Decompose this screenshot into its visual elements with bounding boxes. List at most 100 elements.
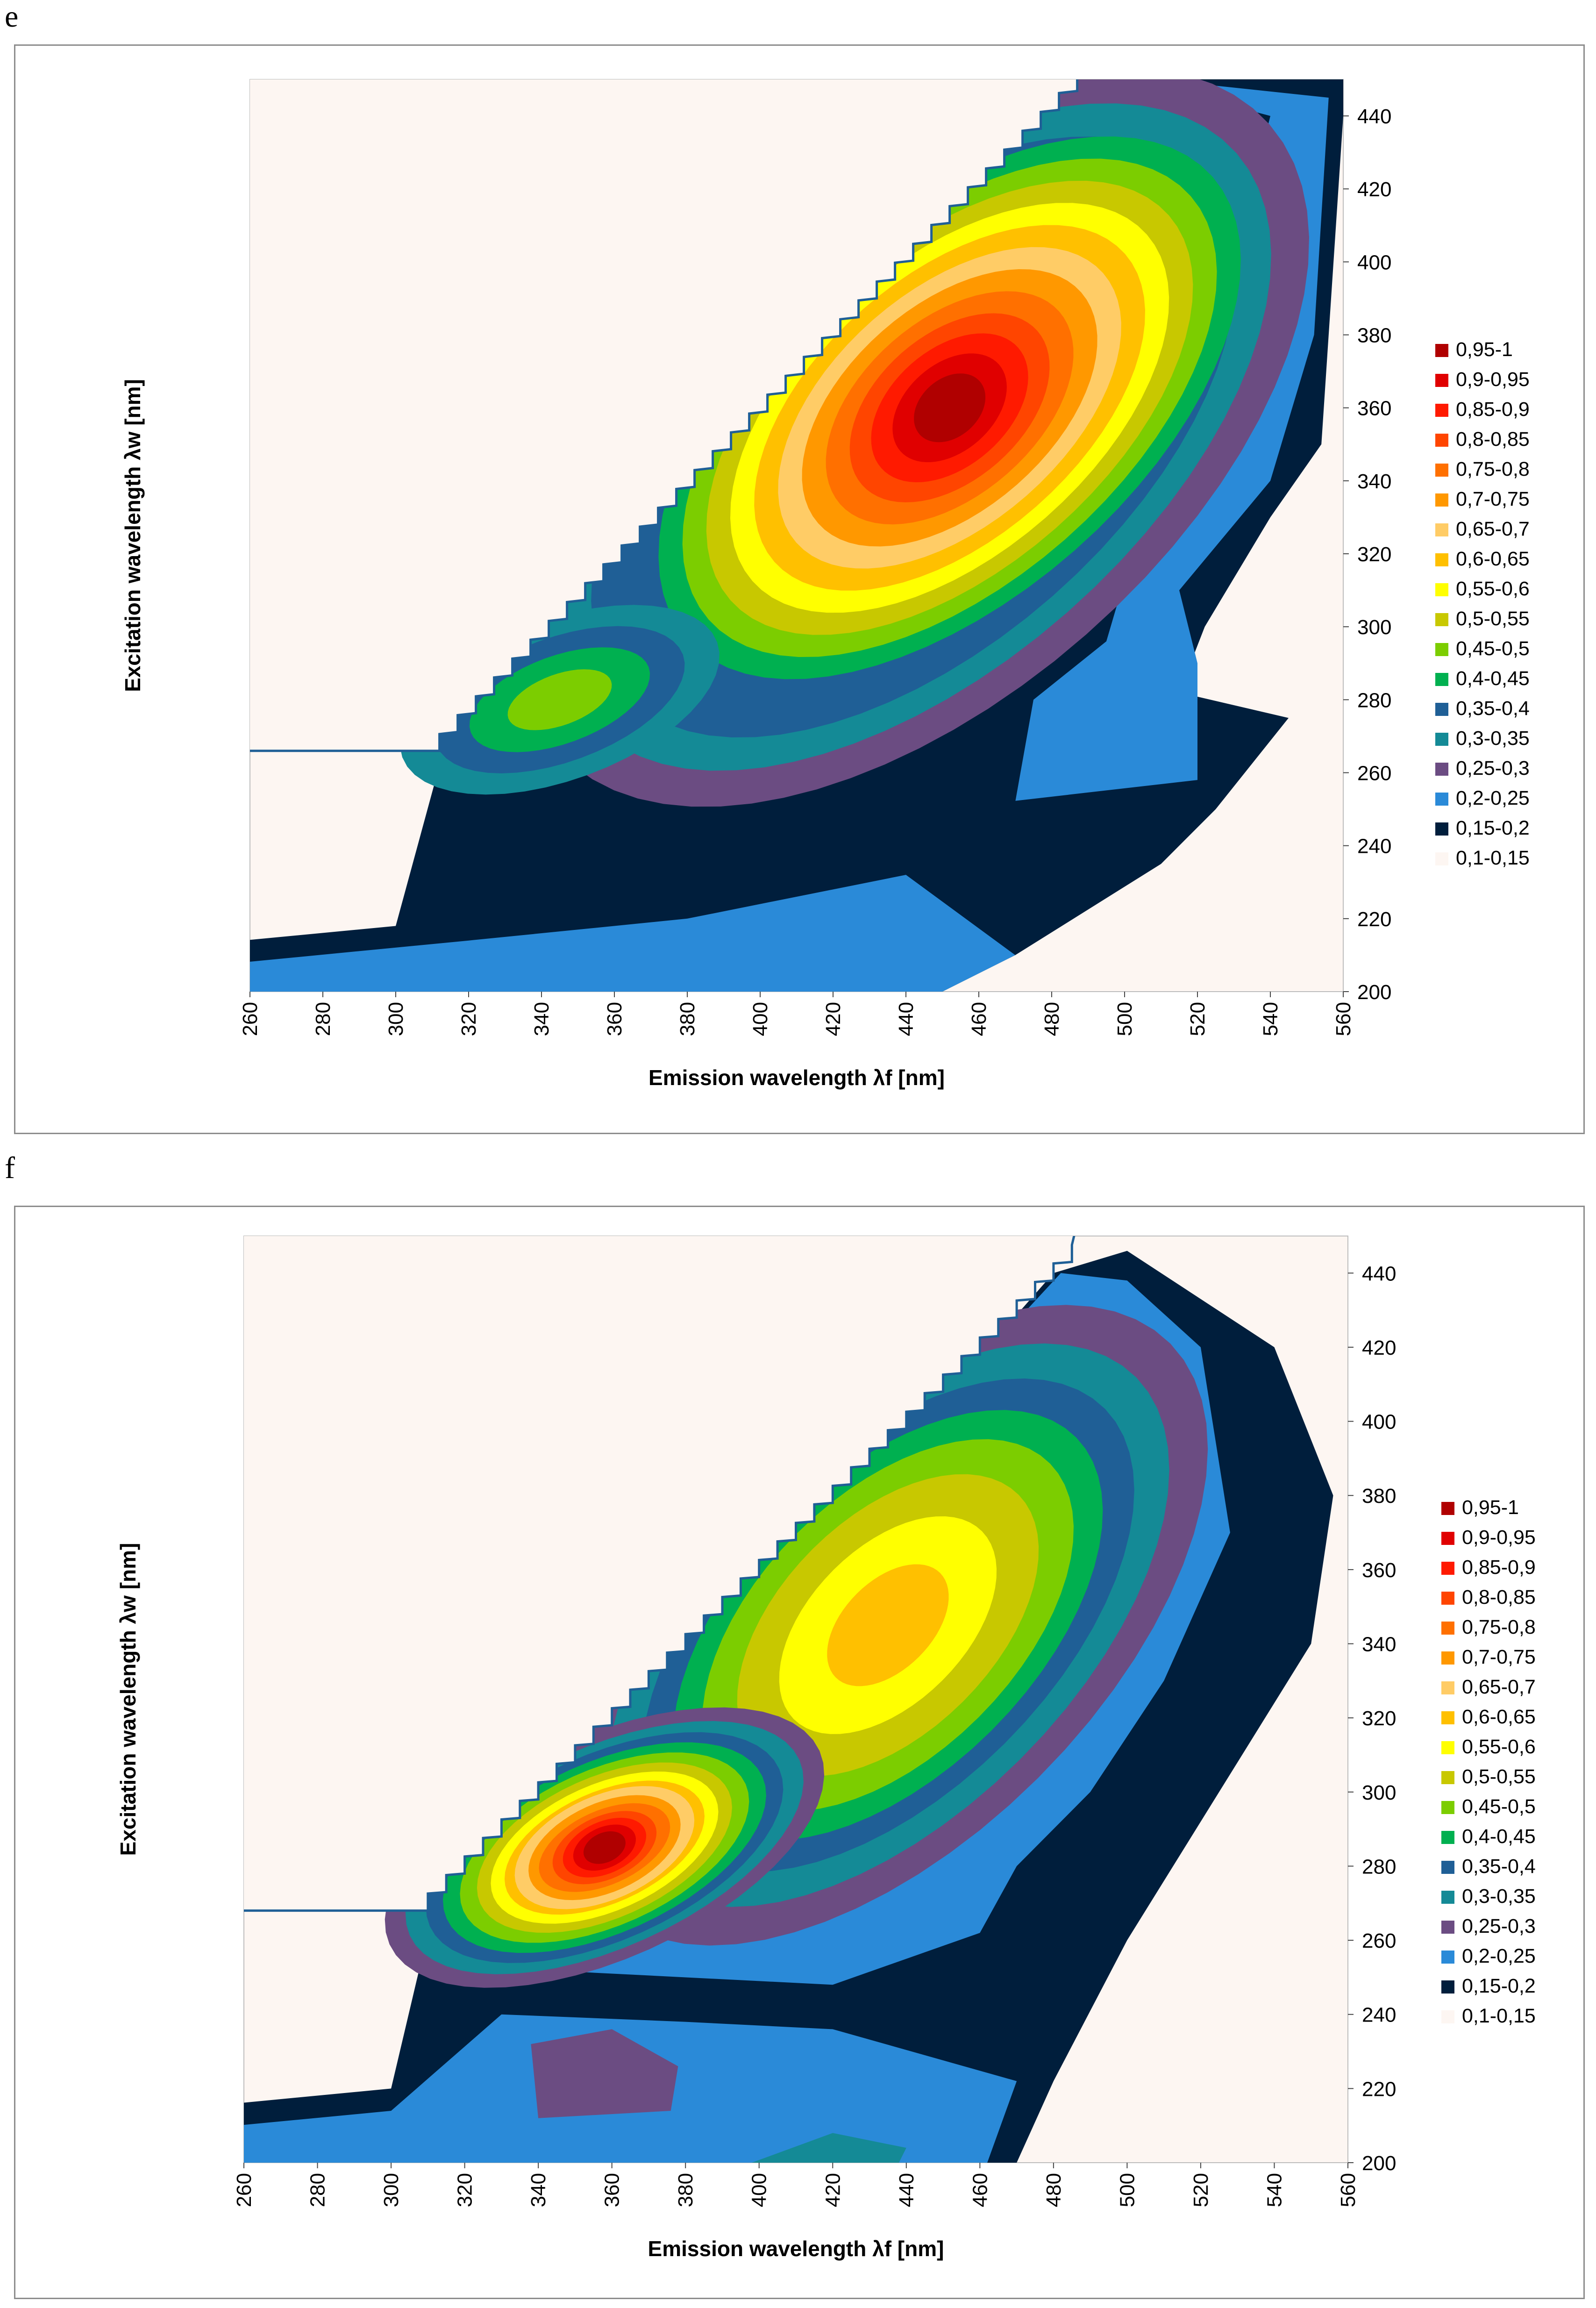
contour-0,25-0,3 — [531, 2029, 678, 2118]
x-tick-label: 560 — [1337, 2173, 1360, 2207]
legend-swatch — [1435, 464, 1448, 477]
x-tick-label: 340 — [527, 2173, 550, 2207]
x-axis-title: Emission wavelength λf [nm] — [648, 2237, 944, 2261]
panel-f-letter: f — [5, 1151, 15, 1185]
legend-label: 0,75-0,8 — [1462, 1616, 1536, 1638]
legend-label: 0,65-0,7 — [1462, 1676, 1536, 1698]
y-tick-label: 300 — [1362, 1781, 1396, 1804]
legend-swatch — [1435, 374, 1448, 387]
legend-swatch — [1441, 1771, 1454, 1784]
legend-label: 0,25-0,3 — [1462, 1915, 1536, 1937]
chart-e: 260 280 300 320 340 360 380 400 420 440 460 480 500 5… — [121, 79, 1530, 1090]
y-tick-label: 320 — [1362, 1707, 1396, 1730]
rayleigh-scatter-edge — [244, 1236, 1076, 1912]
y-axis-title: Excitation wavelength λw [nm] — [121, 379, 145, 692]
legend-label: 0,45-0,5 — [1456, 637, 1530, 660]
x-tick-label: 340 — [530, 1002, 553, 1036]
y-tick-label: 400 — [1357, 251, 1391, 274]
rayleigh-scatter-edge — [250, 79, 1079, 752]
legend-swatch — [1435, 703, 1448, 716]
legend-swatch — [1435, 493, 1448, 507]
legend-label: 0,35-0,4 — [1462, 1855, 1536, 1878]
y-tick-label: 440 — [1362, 1262, 1396, 1285]
legend-label: 0,9-0,95 — [1462, 1526, 1536, 1549]
y-tick-label: 420 — [1357, 178, 1391, 201]
legend-label: 0,7-0,75 — [1462, 1646, 1536, 1668]
legend-label: 0,4-0,45 — [1462, 1825, 1536, 1848]
legend-swatch — [1441, 1980, 1454, 1994]
x-axis-title: Emission wavelength λf [nm] — [648, 1065, 945, 1090]
legend-swatch — [1435, 553, 1448, 566]
y-tick-label: 200 — [1362, 2152, 1396, 2175]
legend-swatch — [1435, 613, 1448, 626]
x-tick-label: 320 — [454, 2173, 477, 2207]
legend-swatch — [1441, 1741, 1454, 1754]
x-tick-label: 540 — [1259, 1002, 1282, 1036]
y-tick-label: 260 — [1357, 762, 1391, 785]
legend-swatch — [1435, 763, 1448, 776]
y-tick-label: 320 — [1357, 543, 1391, 566]
legend-swatch — [1435, 822, 1448, 836]
legend-label: 0,45-0,5 — [1462, 1795, 1536, 1818]
panel-e-letter: e — [5, 0, 19, 34]
legend-label: 0,1-0,15 — [1462, 2005, 1536, 2027]
legend-label: 0,55-0,6 — [1456, 578, 1530, 600]
x-tick-label: 300 — [385, 1002, 407, 1036]
y-tick-label: 400 — [1362, 1411, 1396, 1434]
legend-swatch — [1441, 2010, 1454, 2023]
legend-label: 0,95-1 — [1456, 338, 1513, 361]
x-tick-label: 420 — [821, 2173, 844, 2207]
legend-label: 0,9-0,95 — [1456, 368, 1530, 391]
legend-swatch — [1435, 643, 1448, 656]
legend-swatch — [1441, 1592, 1454, 1605]
y-tick-label: 360 — [1357, 397, 1391, 420]
y-tick-label: 220 — [1357, 908, 1391, 931]
y-tick-label: 240 — [1362, 2004, 1396, 2027]
legend-swatch — [1435, 583, 1448, 596]
y-tick-label: 340 — [1362, 1633, 1396, 1656]
legend-swatch — [1441, 1891, 1454, 1904]
legend-label: 0,2-0,25 — [1456, 787, 1530, 809]
contour-0,3-0,35 — [752, 2133, 906, 2163]
contour-0,2-0,25 — [250, 875, 1015, 992]
contour-layer — [244, 1236, 1333, 2163]
x-tick-label: 440 — [895, 1002, 918, 1036]
x-tick-label: 420 — [822, 1002, 845, 1036]
legend-swatch — [1441, 1711, 1454, 1724]
y-tick-label: 360 — [1362, 1559, 1396, 1582]
y-tick-label: 200 — [1357, 981, 1391, 1004]
y-tick-label: 380 — [1362, 1485, 1396, 1508]
x-tick-label: 440 — [895, 2173, 918, 2207]
legend-label: 0,95-1 — [1462, 1496, 1519, 1519]
x-tick-label: 360 — [601, 2173, 624, 2207]
legend-label: 0,35-0,4 — [1456, 697, 1530, 720]
x-tick-label: 280 — [306, 2173, 329, 2207]
x-tick-label: 360 — [603, 1002, 626, 1036]
y-tick-label: 240 — [1357, 835, 1391, 858]
y-tick-label: 380 — [1357, 324, 1391, 347]
x-tick-label: 560 — [1332, 1002, 1355, 1036]
x-tick-label: 320 — [457, 1002, 480, 1036]
x-tick-label: 280 — [312, 1002, 335, 1036]
legend-label: 0,8-0,85 — [1462, 1586, 1536, 1608]
legend-swatch — [1435, 733, 1448, 746]
legend-swatch — [1441, 1921, 1454, 1934]
x-tick-label: 380 — [674, 2173, 697, 2207]
contour-0,95-1 — [583, 1831, 626, 1864]
y-tick-label: 220 — [1362, 2078, 1396, 2101]
legend-swatch — [1435, 673, 1448, 686]
x-tick-label: 520 — [1186, 1002, 1209, 1036]
legend-label: 0,1-0,15 — [1456, 847, 1530, 869]
legend-swatch — [1435, 793, 1448, 806]
legend-label: 0,5-0,55 — [1456, 607, 1530, 630]
y-tick-label: 340 — [1357, 470, 1391, 493]
x-tick-label: 480 — [1040, 1002, 1063, 1036]
legend-label: 0,55-0,6 — [1462, 1736, 1536, 1758]
legend-swatch — [1441, 1651, 1454, 1665]
x-tick-label: 460 — [968, 1002, 990, 1036]
legend-label: 0,2-0,25 — [1462, 1945, 1536, 1967]
y-tick-label: 440 — [1357, 105, 1391, 128]
legend-label: 0,15-0,2 — [1456, 817, 1530, 839]
contour-0,45-0,5 — [507, 669, 612, 730]
